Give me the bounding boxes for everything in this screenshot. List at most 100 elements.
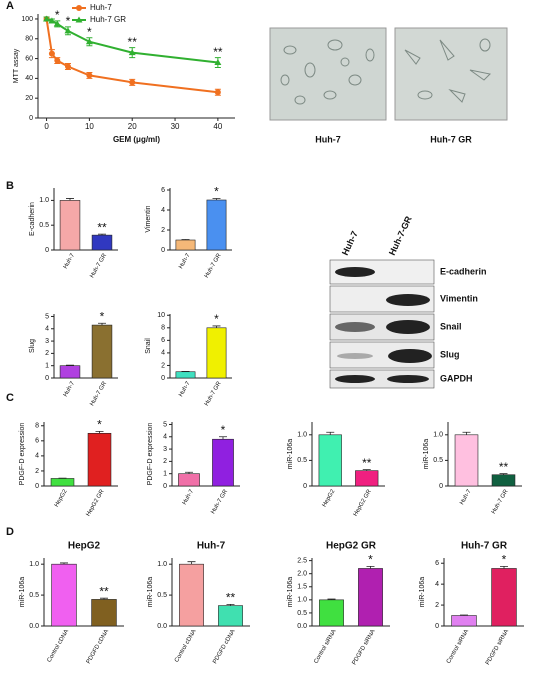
panel-label: C xyxy=(6,392,14,404)
marker xyxy=(43,15,51,22)
significance: ** xyxy=(362,456,372,470)
y-tick-label: 6 xyxy=(35,438,39,445)
y-tick-label: 4 xyxy=(161,350,165,357)
marker xyxy=(53,20,61,27)
y-tick-label: 100 xyxy=(21,16,33,23)
y-tick-label: 4 xyxy=(435,581,439,588)
bar xyxy=(319,599,344,627)
x-tick-label: HepG2 xyxy=(322,488,337,508)
x-tick-label: PDGFD siRNA xyxy=(352,629,377,666)
y-tick-label: 40 xyxy=(25,75,33,82)
x-tick-label: Control cDNA xyxy=(174,629,198,664)
error-bar xyxy=(181,239,190,240)
y-axis-label: PDGF-D expression xyxy=(19,423,26,486)
y-tick-label: 1.0 xyxy=(297,597,307,604)
y-tick-label: 2 xyxy=(435,602,439,609)
y-tick-label: 0 xyxy=(163,483,167,490)
x-tick-label: PDGFD cDNA xyxy=(212,629,236,665)
y-tick-label: 0 xyxy=(35,483,39,490)
significance: * xyxy=(100,309,105,323)
y-tick-label: 0.5 xyxy=(297,610,307,617)
y-tick-label: 3 xyxy=(45,338,49,345)
x-tick-label: Huh-7 xyxy=(182,488,196,506)
y-tick-label: 6 xyxy=(161,187,165,194)
significance: * xyxy=(97,418,102,432)
y-tick-label: 2 xyxy=(163,458,167,465)
significance: * xyxy=(55,8,60,22)
error-bar xyxy=(326,431,335,435)
x-tick-label: Huh-7 GR xyxy=(210,488,229,515)
x-tick-label: 20 xyxy=(128,122,137,131)
y-tick-label: 0.0 xyxy=(157,623,167,630)
image-label: Huh-7 GR xyxy=(430,134,472,144)
y-tick-label: 1.0 xyxy=(297,432,307,439)
bar xyxy=(91,599,117,627)
y-tick-label: 4 xyxy=(45,326,49,333)
x-tick-label: Huh-7 xyxy=(178,380,192,398)
y-tick-label: 3 xyxy=(163,446,167,453)
bar xyxy=(491,474,516,487)
blot-row-label: GAPDH xyxy=(440,373,473,383)
y-tick-label: 8 xyxy=(35,423,39,430)
x-tick-label: 30 xyxy=(171,122,180,131)
bar xyxy=(59,200,81,251)
y-tick-label: 2.0 xyxy=(297,571,307,578)
bar xyxy=(91,234,113,251)
error-bar xyxy=(100,597,108,600)
y-tick-label: 80 xyxy=(25,36,33,43)
y-tick-label: 0 xyxy=(303,483,307,490)
micrograph xyxy=(394,27,508,121)
bar xyxy=(212,438,234,487)
marker xyxy=(54,57,61,64)
x-tick-label: 10 xyxy=(85,122,94,131)
bar xyxy=(179,563,204,627)
bar xyxy=(175,239,196,251)
y-axis-label: MTT assay xyxy=(13,48,20,83)
y-tick-label: 0 xyxy=(29,115,33,122)
x-tick-label: PDGFD siRNA xyxy=(485,629,510,666)
y-tick-label: 1.0 xyxy=(29,561,39,568)
y-tick-label: 10 xyxy=(157,312,165,319)
lane-label: Huh-7 xyxy=(340,230,360,257)
significance: ** xyxy=(99,584,109,598)
y-tick-label: 1.0 xyxy=(157,561,167,568)
legend-marker xyxy=(75,16,83,23)
significance: * xyxy=(214,312,219,326)
y-tick-label: 0.0 xyxy=(29,623,39,630)
x-tick-label: Huh-7 xyxy=(63,252,77,270)
error-bar xyxy=(185,471,193,474)
error-bar xyxy=(362,469,371,471)
bar xyxy=(454,434,479,487)
x-tick-label: Huh-7 GR xyxy=(204,380,223,407)
panel-label: A xyxy=(6,0,14,12)
y-tick-label: 0 xyxy=(161,247,165,254)
y-tick-label: 20 xyxy=(25,95,33,102)
y-tick-label: 5 xyxy=(163,421,167,428)
x-tick-label: HepG2 GR xyxy=(353,488,373,517)
error-bar xyxy=(460,614,468,616)
significance: * xyxy=(221,423,226,437)
blot-row-label: Vimentin xyxy=(440,293,478,303)
x-tick-label: Huh-7 xyxy=(178,252,192,270)
bar xyxy=(451,615,477,627)
y-tick-label: 0 xyxy=(45,247,49,254)
y-tick-label: 1.0 xyxy=(39,197,49,204)
significance: * xyxy=(66,14,71,28)
x-tick-label: Huh-7 GR xyxy=(491,488,510,515)
x-tick-label: HepG2 xyxy=(54,488,69,508)
y-tick-label: 0 xyxy=(435,623,439,630)
y-tick-label: 0 xyxy=(45,375,49,382)
y-tick-label: 0.5 xyxy=(157,592,167,599)
y-tick-label: 4 xyxy=(163,434,167,441)
panel-label: B xyxy=(6,180,14,192)
y-tick-label: 8 xyxy=(161,325,165,332)
lane-label: Huh-7-GR xyxy=(387,214,414,257)
marker xyxy=(128,49,136,56)
marker xyxy=(85,38,93,45)
error-bar xyxy=(212,198,221,200)
blot xyxy=(329,259,435,389)
y-axis-label: miR-106a xyxy=(287,577,294,607)
error-bar xyxy=(98,233,106,236)
significance: * xyxy=(502,553,507,567)
